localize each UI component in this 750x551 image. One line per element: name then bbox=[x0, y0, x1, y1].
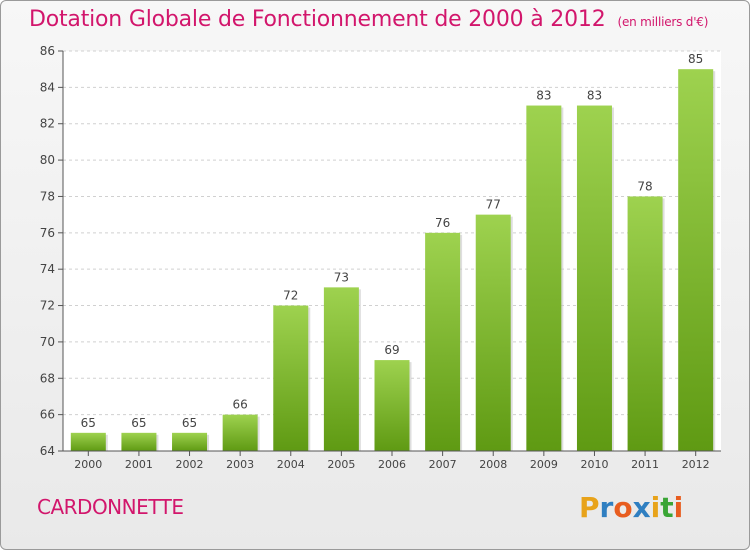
x-tick-label: 2006 bbox=[378, 458, 406, 471]
logo-letter: r bbox=[599, 491, 614, 524]
y-tick-label: 74 bbox=[40, 262, 55, 276]
x-tick-label: 2011 bbox=[631, 458, 659, 471]
x-tick-label: 2004 bbox=[277, 458, 305, 471]
proxiti-logo: Proxiti bbox=[579, 491, 683, 524]
data-label: 85 bbox=[688, 52, 703, 66]
logo-letter: x bbox=[632, 491, 651, 524]
y-tick-label: 70 bbox=[40, 335, 55, 349]
data-label: 73 bbox=[334, 270, 349, 284]
unit-note: (en milliers d'€) bbox=[617, 15, 709, 29]
data-label: 65 bbox=[81, 416, 96, 430]
y-tick-label: 82 bbox=[40, 117, 55, 131]
y-tick-label: 84 bbox=[40, 80, 55, 94]
y-tick-label: 64 bbox=[40, 444, 55, 458]
x-tick-label: 2003 bbox=[226, 458, 254, 471]
bar bbox=[627, 196, 663, 451]
y-tick-label: 66 bbox=[40, 408, 55, 422]
y-tick-label: 80 bbox=[40, 153, 55, 167]
bar bbox=[323, 287, 359, 451]
y-tick-label: 76 bbox=[40, 226, 55, 240]
y-tick-label: 86 bbox=[40, 44, 55, 58]
bar bbox=[526, 105, 562, 451]
x-tick-label: 2007 bbox=[429, 458, 457, 471]
y-tick-label: 78 bbox=[40, 189, 55, 203]
logo-letter: t bbox=[660, 491, 674, 524]
bar bbox=[678, 69, 714, 451]
data-label: 72 bbox=[283, 289, 298, 303]
x-tick-label: 2005 bbox=[327, 458, 355, 471]
bar bbox=[475, 214, 511, 451]
data-label: 78 bbox=[637, 179, 652, 193]
bar bbox=[121, 432, 157, 451]
logo-letter: P bbox=[579, 491, 600, 524]
data-label: 69 bbox=[384, 343, 399, 357]
x-tick-label: 2010 bbox=[580, 458, 608, 471]
x-tick-label: 2001 bbox=[125, 458, 153, 471]
logo-letter: i bbox=[673, 491, 684, 524]
bar bbox=[374, 360, 410, 451]
bar bbox=[425, 232, 461, 451]
x-tick-label: 2008 bbox=[479, 458, 507, 471]
data-label: 83 bbox=[536, 89, 551, 103]
data-label: 65 bbox=[131, 416, 146, 430]
data-label: 65 bbox=[182, 416, 197, 430]
data-label: 77 bbox=[486, 198, 501, 212]
x-tick-label: 2009 bbox=[530, 458, 558, 471]
y-tick-label: 72 bbox=[40, 299, 55, 313]
x-tick-label: 2002 bbox=[176, 458, 204, 471]
chart-title-text: Dotation Globale de Fonctionnement de 20… bbox=[29, 7, 606, 32]
data-label: 83 bbox=[587, 89, 602, 103]
x-tick-label: 2000 bbox=[74, 458, 102, 471]
data-label: 66 bbox=[233, 398, 248, 412]
x-tick-label: 2012 bbox=[682, 458, 710, 471]
data-label: 76 bbox=[435, 216, 450, 230]
bar bbox=[172, 432, 208, 451]
chart-title: Dotation Globale de Fonctionnement de 20… bbox=[29, 7, 708, 32]
logo-letter: i bbox=[650, 491, 661, 524]
bar bbox=[222, 414, 258, 451]
y-tick-label: 68 bbox=[40, 371, 55, 385]
bar bbox=[576, 105, 612, 451]
bar bbox=[273, 305, 309, 451]
bar bbox=[70, 432, 106, 451]
logo-letter: o bbox=[613, 491, 633, 524]
commune-name: CARDONNETTE bbox=[37, 495, 184, 519]
